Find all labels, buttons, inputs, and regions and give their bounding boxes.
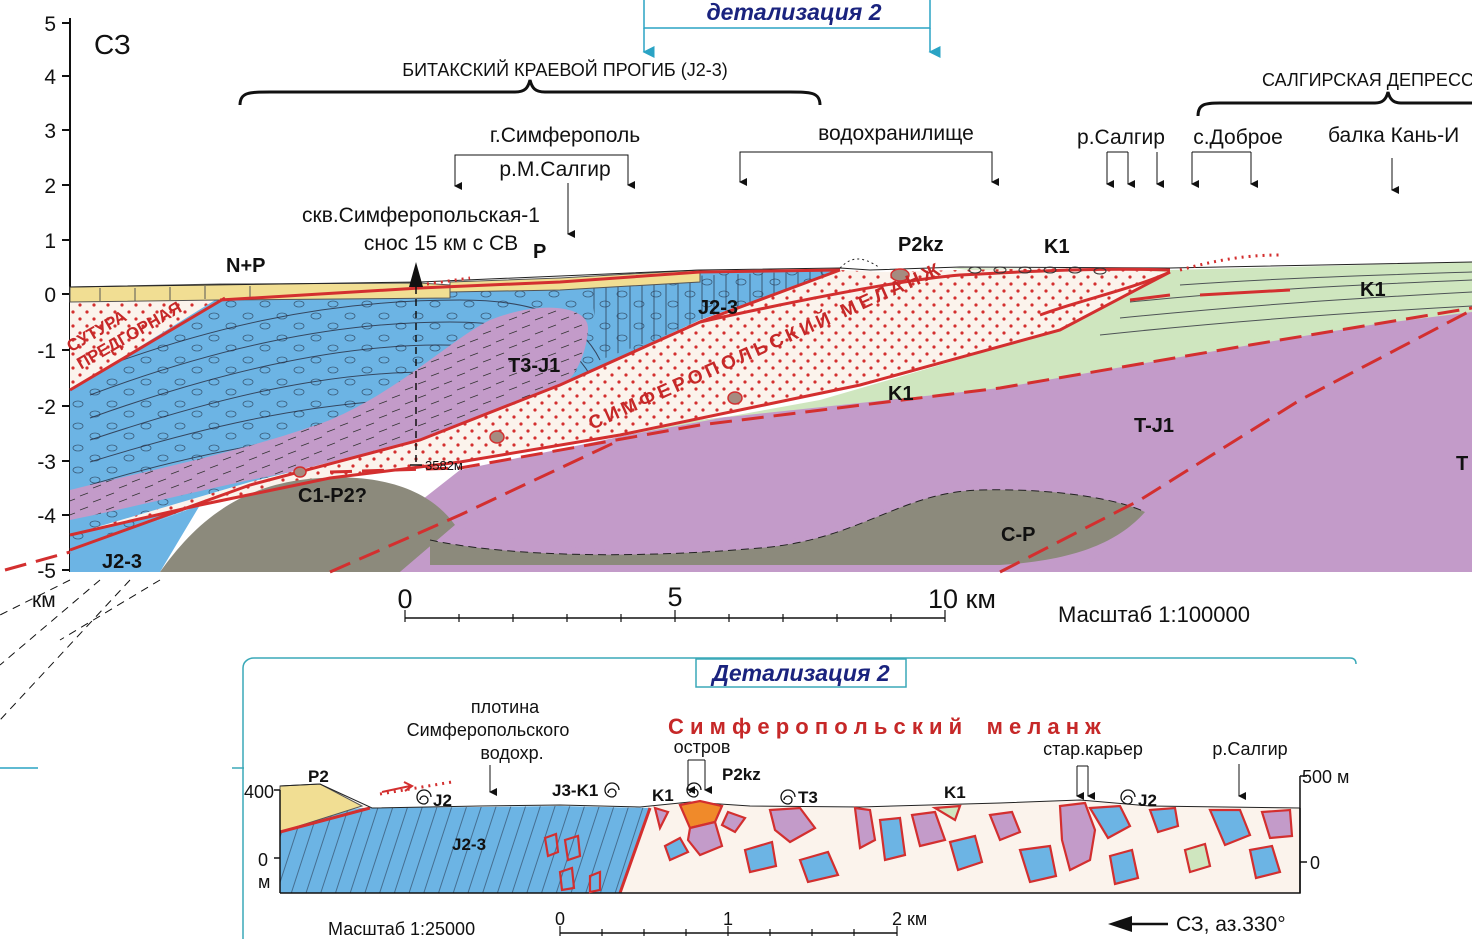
detail-unit-j3-k1: J3-K1 xyxy=(552,781,598,800)
detail-unit-t3: T3 xyxy=(798,788,818,807)
detail-direction: СЗ, аз.330° xyxy=(1176,913,1286,936)
label-old-quarry: стар.карьер xyxy=(1043,739,1143,759)
unit-labels: N+P P P2kz K1 J2-3 T3-J1 K1 T-J1 K1 C1-P… xyxy=(102,234,1468,573)
detail-right-axis-top: 500 м xyxy=(1302,767,1349,787)
detail-scale-text: Масштаб 1:25000 xyxy=(328,919,475,939)
label-reservoir: водохранилище xyxy=(818,122,974,145)
label-detail-salgir: р.Салгир xyxy=(1212,739,1287,759)
k1-surface-ovals xyxy=(968,266,1107,275)
label-dobroe: с.Доброе xyxy=(1193,126,1283,149)
detail-scale-label: 0 xyxy=(555,909,565,929)
detail-panel: Детализация 2 xyxy=(232,657,1357,939)
depth-tick: -3 xyxy=(37,451,56,474)
fault-lines xyxy=(4,253,1472,574)
unit-j2-3: J2-3 xyxy=(698,297,738,319)
label-simferopol: г.Симферополь xyxy=(490,124,640,147)
well-offset: снос 15 км с СВ xyxy=(364,232,518,255)
layer-paleozoic xyxy=(160,477,1146,572)
depth-tick: -2 xyxy=(37,396,56,419)
detail-melange-title: С и м ф е р о п о л ь с к и й м е л а н … xyxy=(668,714,1101,739)
layer-cretaceous xyxy=(290,262,1472,470)
unit-k1-right: K1 xyxy=(1360,279,1386,301)
unit-j2-3-bottom: J2-3 xyxy=(102,551,142,573)
well-simferopolskaya-1: скв.Симферопольская-1 снос 15 км с СВ 35… xyxy=(302,204,540,473)
scale-bar-main: 0 5 10 км Масштаб 1:100000 xyxy=(397,582,1250,627)
depth-tick: 1 xyxy=(44,230,56,253)
well-name: скв.Симферопольская-1 xyxy=(302,204,540,227)
unit-k1-mid: K1 xyxy=(888,383,914,405)
scale-label: 5 xyxy=(667,582,682,612)
detail-axis-zero: 0 xyxy=(258,850,268,870)
depth-tick: 0 xyxy=(44,284,56,307)
well-depth: 3582м xyxy=(425,458,463,473)
melange-blocks xyxy=(293,268,910,478)
unit-c-p: C-P xyxy=(1001,524,1035,546)
detail-axis-top: 400 xyxy=(244,782,274,802)
unit-k1-top: K1 xyxy=(1044,236,1070,258)
scale-text: Масштаб 1:100000 xyxy=(1058,602,1250,627)
detail-unit-k1-b: K1 xyxy=(944,783,966,802)
scale-label: 10 км xyxy=(928,584,996,614)
unit-c1-p2: C1-P2? xyxy=(298,485,367,507)
region-label-salgir: САЛГИРСКАЯ ДЕПРЕСС xyxy=(1262,70,1472,90)
unit-p: P xyxy=(533,241,546,263)
unit-n-p: N+P xyxy=(226,255,265,277)
detail-scale-label: 2 км xyxy=(892,909,927,929)
depth-tick: 5 xyxy=(44,13,56,36)
detail-axis-unit: м xyxy=(258,872,270,892)
layer-triassic-jurassic xyxy=(330,305,1472,572)
detail-scale-label: 1 xyxy=(723,909,733,929)
detail-unit-j2-right: J2 xyxy=(1138,791,1157,810)
depth-tick: 2 xyxy=(44,175,56,198)
direction-label: СЗ xyxy=(94,29,131,60)
depth-tick: -1 xyxy=(37,340,56,363)
detail-2-label: детализация 2 xyxy=(706,0,881,25)
region-label-bitak: БИТАКСКИЙ КРАЕВОЙ ПРОГИБ (J2-3) xyxy=(402,59,728,80)
detail-unit-p2kz: P2kz xyxy=(722,765,761,784)
region-brace-salgir: САЛГИРСКАЯ ДЕПРЕСС xyxy=(1196,70,1472,117)
fossil-icons xyxy=(416,782,1136,805)
dam-label-line2: Симферопольского xyxy=(407,720,570,740)
detail-unit-k1-a: K1 xyxy=(652,786,674,805)
unit-t-right: T xyxy=(1456,453,1468,475)
detail-unit-p2: P2 xyxy=(308,767,329,786)
layer-t3-j1-fold xyxy=(70,307,589,520)
direction-arrow-icon xyxy=(1108,916,1168,932)
depth-tick: 3 xyxy=(44,120,56,143)
place-labels: г.Симферополь р.М.Салгир водохранилище р… xyxy=(454,122,1459,238)
dam-label-line1: плотина xyxy=(471,697,540,717)
outer-fault-traces xyxy=(0,579,161,721)
detail-2-marker: детализация 2 xyxy=(642,0,941,58)
detail-title: Детализация 2 xyxy=(710,660,890,686)
label-salgir-river: р.Салгир xyxy=(1077,126,1165,149)
dam-label-line3: водохр. xyxy=(480,743,543,763)
unit-t3-j1: T3-J1 xyxy=(508,355,560,377)
depth-axis: 5 4 3 2 1 0 -1 -2 -3 -4 -5 км xyxy=(32,13,71,612)
depth-unit: км xyxy=(32,589,56,612)
detail-unit-j2-left: J2 xyxy=(433,791,452,810)
unit-p2kz: P2kz xyxy=(898,234,944,256)
depth-tick: 4 xyxy=(44,66,56,89)
depth-tick: -5 xyxy=(37,560,56,583)
label-kan-balka: балка Кань-И xyxy=(1328,124,1459,147)
depth-tick: -4 xyxy=(37,505,56,528)
detail-right-axis-zero: 0 xyxy=(1310,853,1320,873)
detail-unit-j2-3: J2-3 xyxy=(452,835,486,854)
label-m-salgir: р.М.Салгир xyxy=(499,158,610,181)
unit-t-j1: T-J1 xyxy=(1134,415,1174,437)
label-island: остров xyxy=(674,737,731,757)
scale-label: 0 xyxy=(397,584,412,614)
region-brace-bitak: БИТАКСКИЙ КРАЕВОЙ ПРОГИБ (J2-3) xyxy=(238,59,822,106)
